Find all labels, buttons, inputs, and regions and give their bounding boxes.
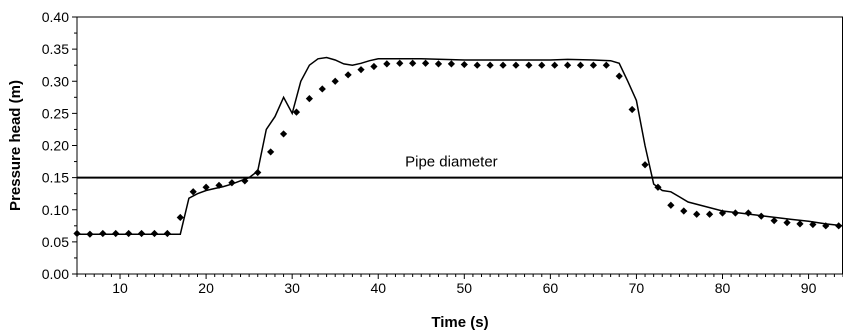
data-point (241, 177, 249, 185)
y-tick-label: 0.10 (42, 202, 69, 218)
y-tick-label: 0.35 (42, 41, 69, 57)
data-point (667, 201, 675, 209)
data-point (654, 183, 662, 191)
data-point (757, 212, 765, 220)
data-point (809, 220, 817, 229)
x-axis-title: Time (s) (431, 314, 488, 331)
data-point (318, 85, 326, 93)
data-point (551, 61, 559, 69)
data-point (202, 183, 210, 191)
data-point (628, 105, 636, 114)
data-point (473, 61, 481, 69)
data-point (228, 179, 236, 187)
data-point (460, 60, 468, 69)
data-point (731, 209, 740, 217)
data-point (150, 229, 159, 238)
data-point (305, 94, 313, 103)
y-tick-label: 0.40 (42, 9, 69, 25)
pipe-diameter-label: Pipe diameter (405, 154, 498, 171)
data-point (254, 168, 262, 177)
data-point (538, 61, 546, 69)
data-point (602, 61, 610, 69)
data-point (421, 59, 430, 67)
data-point (125, 229, 133, 238)
data-point (112, 229, 120, 238)
y-tick-label: 0.00 (42, 266, 69, 282)
data-point (693, 210, 701, 218)
data-point (796, 220, 804, 228)
y-tick-label: 0.20 (42, 138, 69, 154)
data-point (783, 219, 791, 227)
data-point (447, 60, 455, 68)
plot-frame (76, 16, 843, 275)
x-tick-label: 30 (284, 280, 300, 296)
data-point (499, 61, 507, 69)
data-point (744, 209, 752, 217)
x-tick-label: 70 (629, 280, 645, 296)
x-tick-label: 60 (543, 280, 559, 296)
data-point (267, 148, 275, 156)
data-point (486, 61, 494, 69)
x-tick-label: 40 (370, 280, 386, 296)
data-point (292, 108, 301, 116)
x-tick-label: 50 (457, 280, 473, 296)
data-point (86, 230, 94, 238)
data-point (835, 222, 843, 230)
data-point (680, 207, 688, 215)
data-point (99, 229, 107, 238)
data-point (705, 210, 714, 218)
y-tick-label: 0.30 (42, 73, 69, 89)
data-point (589, 61, 598, 69)
data-point (396, 59, 404, 67)
data-point (718, 209, 727, 217)
data-point (331, 77, 339, 85)
data-point (641, 161, 649, 169)
series-line-0 (77, 56, 843, 235)
data-point (137, 229, 146, 238)
data-point (383, 60, 391, 68)
data-point (344, 71, 352, 79)
y-axis-title: Pressure head (m) (7, 80, 24, 211)
data-point (357, 66, 365, 74)
y-tick-label: 0.25 (42, 105, 69, 121)
data-point (434, 60, 443, 68)
data-point (563, 61, 572, 69)
data-point (279, 130, 288, 138)
data-point (176, 213, 184, 222)
data-point (409, 59, 417, 67)
x-tick-label: 80 (715, 280, 731, 296)
y-tick-label: 0.15 (42, 170, 69, 186)
data-point (615, 72, 623, 80)
data-point (215, 181, 223, 189)
y-tick-label: 0.05 (42, 234, 69, 250)
series-layer (73, 56, 843, 238)
x-tick-label: 90 (801, 280, 817, 296)
x-tick-label: 10 (112, 280, 128, 296)
data-point (822, 222, 830, 230)
x-tick-label: 20 (198, 280, 214, 296)
data-point (512, 61, 520, 69)
data-point (163, 229, 171, 238)
data-point (189, 188, 197, 196)
data-point (576, 61, 585, 69)
data-point (770, 217, 778, 225)
data-point (370, 62, 378, 71)
data-point (525, 61, 533, 69)
axes-layer: 0.00 0.05 0.10 0.15 0.20 0.25 0.30 0.35 0.40 10 20… (42, 9, 843, 296)
